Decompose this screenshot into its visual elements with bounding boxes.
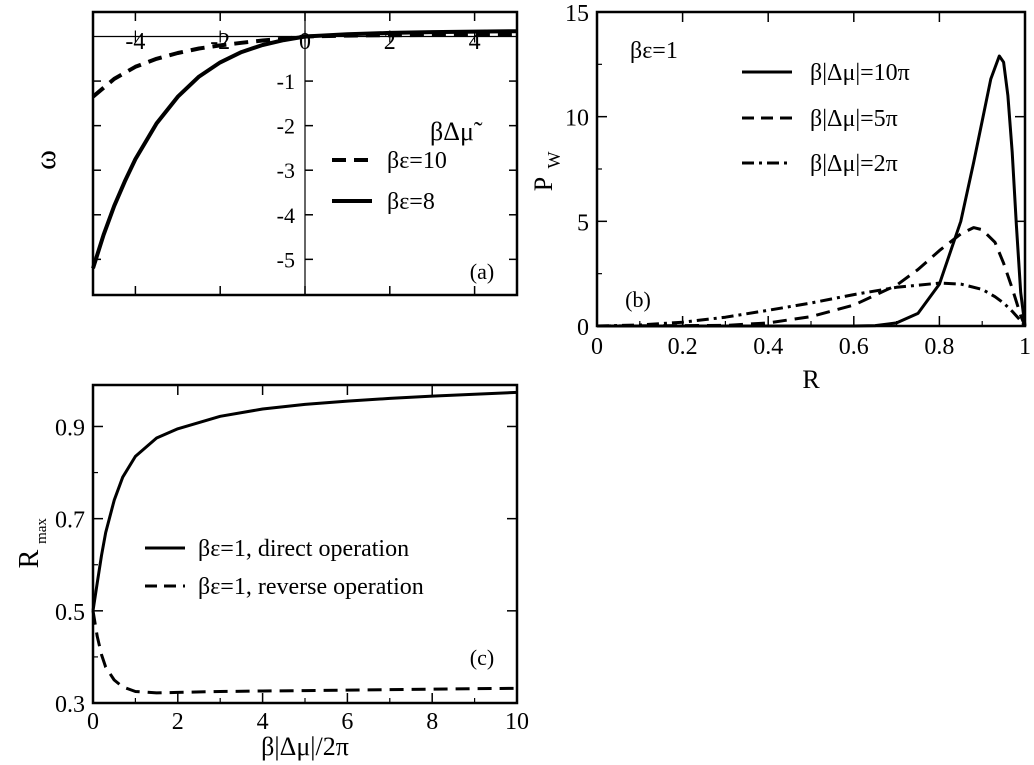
- panel-b-ylabel-sub: W: [544, 152, 564, 169]
- panel-b-tag: (b): [625, 287, 651, 312]
- panel-b-ytick-label: 5: [577, 210, 589, 236]
- panel-c-ticks: 0 2 4 6 8 10 0.3 0.5 0.7 0.9: [55, 385, 529, 735]
- panel-b-xtick-label: 0.2: [668, 334, 698, 360]
- panel-a-ytick-label: -1: [277, 69, 295, 94]
- legend-label-10pi: β|Δμ|=10π: [810, 60, 910, 86]
- panel-a-xtick-label: -4: [125, 29, 145, 55]
- panel-c-xtick-label: 0: [87, 709, 99, 735]
- panel-c: 0 2 4 6 8 10 0.3 0.5 0.7 0.9 R max β|Δμ|/2π βε=1,…: [14, 383, 529, 761]
- panel-a-tag: (a): [470, 259, 494, 284]
- panel-b-series: [596, 54, 1027, 328]
- legend-label-direct: βε=1, direct operation: [198, 536, 409, 562]
- panel-b-xlabel: R: [802, 365, 820, 394]
- panel-a: -4 -2 0 2 4-1-2-3-4-5 ω βΔμ̃ βε=10 βε=8 (a): [29, 10, 519, 297]
- panel-c-xtick-label: 4: [257, 709, 269, 735]
- panel-c-series-0: [91, 390, 518, 612]
- legend-label-be8: βε=8: [387, 189, 435, 215]
- panel-b-series-0: [597, 54, 1027, 328]
- panel-c-ylabel-sub: max: [34, 518, 50, 544]
- panel-c-xlabel: β|Δμ|/2π: [261, 732, 349, 761]
- panel-b-xtick-label: 0.8: [924, 334, 954, 360]
- panel-c-xtick-label: 2: [172, 709, 184, 735]
- legend-label-reverse: βε=1, reverse operation: [198, 574, 424, 600]
- panel-b-xtick-label: 0.6: [839, 334, 869, 360]
- panel-b-param: βε=1: [630, 38, 678, 64]
- panel-a-series-1: [91, 29, 518, 269]
- panel-a-xtick-label: 0: [299, 29, 311, 55]
- panel-a-ylabel: ω: [29, 150, 62, 170]
- panel-c-ylabel-main: R: [14, 549, 45, 568]
- panel-c-ytick-label: 0.3: [55, 692, 85, 718]
- panel-b-ytick-label: 0: [577, 315, 589, 341]
- panel-b-series-2: [596, 281, 1027, 328]
- panel-c-legend: βε=1, direct operation βε=1, reverse ope…: [145, 536, 424, 600]
- panel-a-xlabel: βΔμ̃: [430, 117, 483, 146]
- panel-b-series-1: [596, 226, 1027, 328]
- panel-c-xtick-label: 6: [341, 709, 353, 735]
- panel-c-ytick-label: 0.9: [55, 415, 85, 441]
- panel-b-xtick-label: 0.4: [753, 334, 783, 360]
- panel-c-xtick-label: 10: [505, 709, 529, 735]
- panel-a-ytick-label: -4: [277, 203, 295, 228]
- panel-c-xtick-label: 8: [426, 709, 438, 735]
- panel-a-series-0: [91, 32, 517, 99]
- panel-a-ticks: -4 -2 0 2 4-1-2-3-4-5: [93, 12, 517, 295]
- legend-label-be10: βε=10: [387, 148, 447, 174]
- panel-a-ytick-label: -3: [277, 158, 295, 183]
- panel-b-xtick-label: 0: [591, 334, 603, 360]
- panel-a-ytick-label: -5: [277, 247, 295, 272]
- panel-a-ytick-label: -2: [277, 114, 295, 139]
- panel-b-ylabel: P W: [529, 152, 564, 192]
- panel-c-series: [91, 390, 518, 695]
- panel-b-ylabel-main: P: [529, 177, 558, 191]
- panel-c-ytick-label: 0.7: [55, 508, 85, 534]
- panel-c-series-1: [91, 610, 518, 695]
- panel-b-legend: β|Δμ|=10π β|Δμ|=5π β|Δμ|=2π: [742, 60, 910, 177]
- legend-label-5pi: β|Δμ|=5π: [810, 106, 898, 132]
- panel-a-xtick-label: -2: [210, 29, 230, 55]
- panel-c-ytick-label: 0.5: [55, 600, 85, 626]
- panel-a-legend: βε=10 βε=8: [332, 148, 447, 215]
- panel-b-ytick-label: 10: [565, 106, 589, 132]
- panel-a-series: [91, 29, 518, 269]
- panel-b-xtick-label: 1: [1019, 334, 1031, 360]
- panel-b-ytick-label: 15: [565, 1, 589, 27]
- panel-c-ylabel: R max: [14, 518, 50, 569]
- panel-c-tag: (c): [470, 645, 494, 670]
- legend-label-2pi: β|Δμ|=2π: [810, 151, 898, 177]
